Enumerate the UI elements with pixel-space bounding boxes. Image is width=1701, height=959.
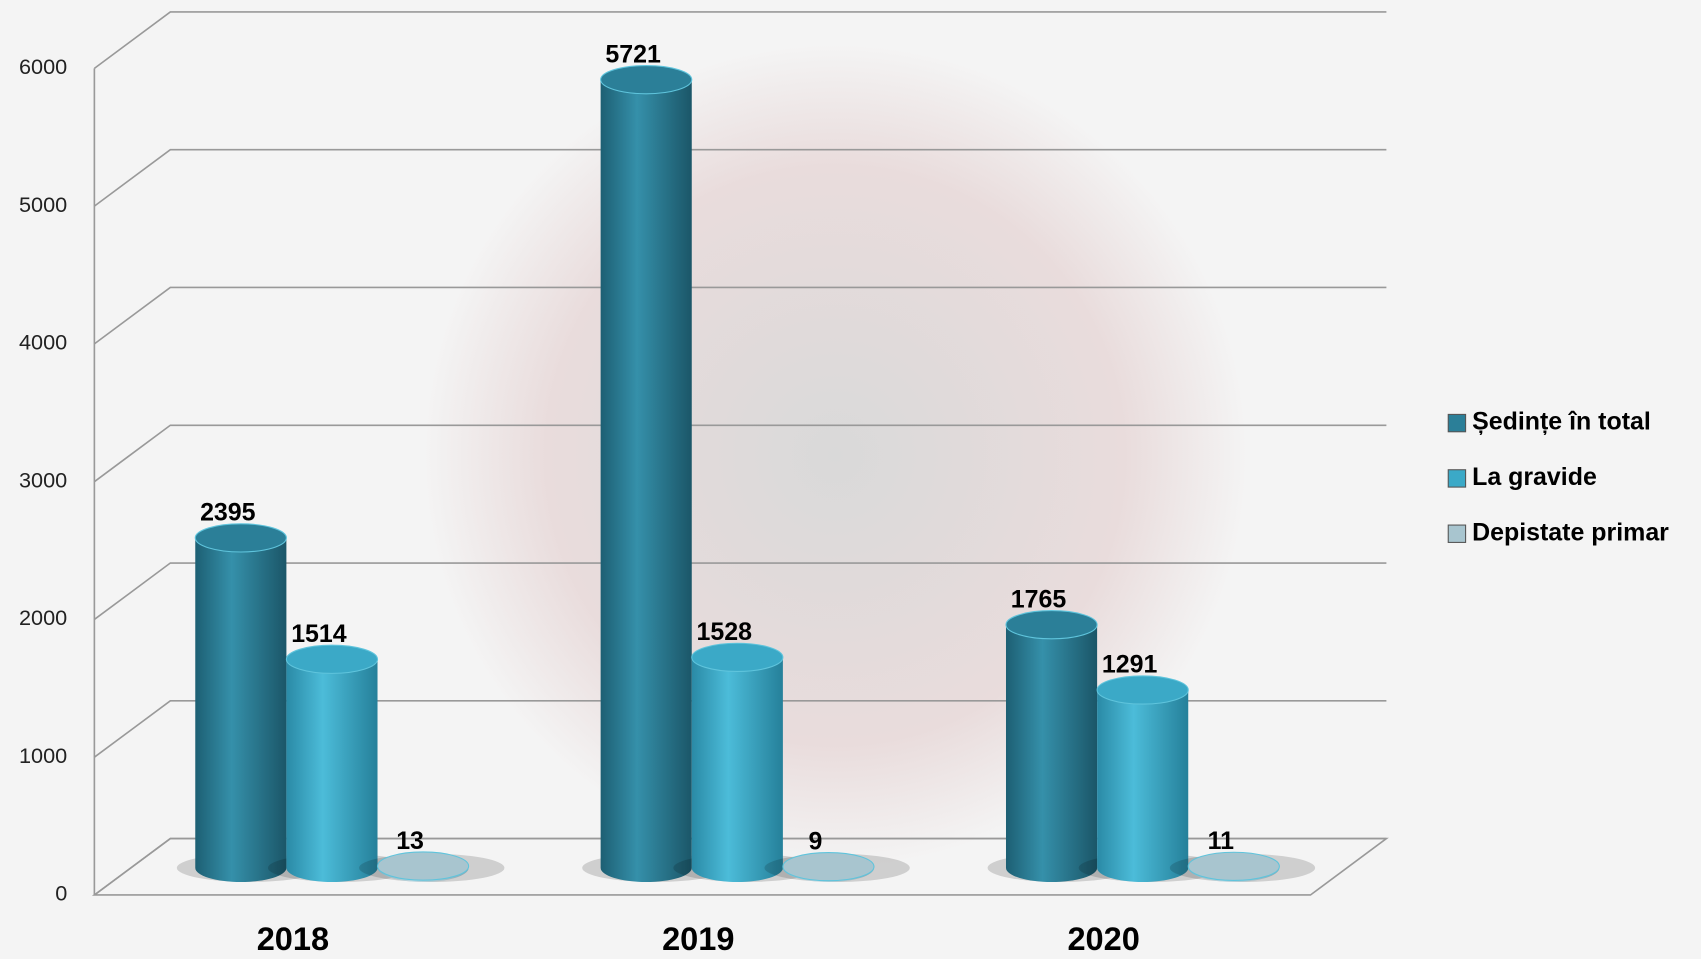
grid-line [93,562,1387,621]
legend-swatch [1447,469,1467,488]
bar-top [600,65,693,95]
bar [1005,624,1098,882]
bar [600,79,692,882]
y-tick-label: 0 [55,881,67,906]
y-tick-label: 5000 [19,192,67,217]
y-tick-label: 3000 [19,467,67,492]
bar-top [1005,610,1098,640]
x-tick-label: 2019 [662,921,734,957]
data-label: 1765 [1011,585,1067,613]
y-tick-label: 1000 [19,743,67,768]
bar [1097,690,1189,882]
bar-top [1096,675,1189,705]
bar-top [782,851,875,882]
x-tick-label: 2020 [1067,921,1139,957]
y-tick-label: 2000 [19,605,67,630]
grid-line [93,148,1387,207]
data-label: 11 [1208,827,1234,855]
bar-top [376,851,470,881]
x-tick-label: 2018 [257,921,329,957]
data-label: 1291 [1102,651,1158,679]
legend-swatch [1447,524,1467,543]
data-label: 1514 [291,620,347,648]
data-label: 13 [396,827,424,855]
bar-top [1187,851,1280,881]
bar-top [285,644,379,674]
data-label: 9 [808,827,822,855]
bar [691,657,783,882]
grid-line [93,11,1387,70]
y-tick-label: 6000 [19,54,67,79]
grid-line [93,286,1387,345]
legend-swatch [1447,413,1467,433]
y-tick-label: 4000 [19,330,67,355]
bar-top [691,642,784,672]
grid-line [93,837,1387,896]
legend-label: Depistate primar [1472,518,1669,546]
data-label: 1528 [697,618,753,646]
data-label: 5721 [605,40,661,68]
bar [195,537,287,882]
legend-label: Ședințe în total [1472,408,1651,436]
legend-label: La gravide [1472,463,1597,491]
grid-line [93,424,1387,483]
bar-top [194,523,287,553]
grid-line [93,699,1387,758]
data-label: 2395 [200,499,256,527]
bar [286,659,378,882]
